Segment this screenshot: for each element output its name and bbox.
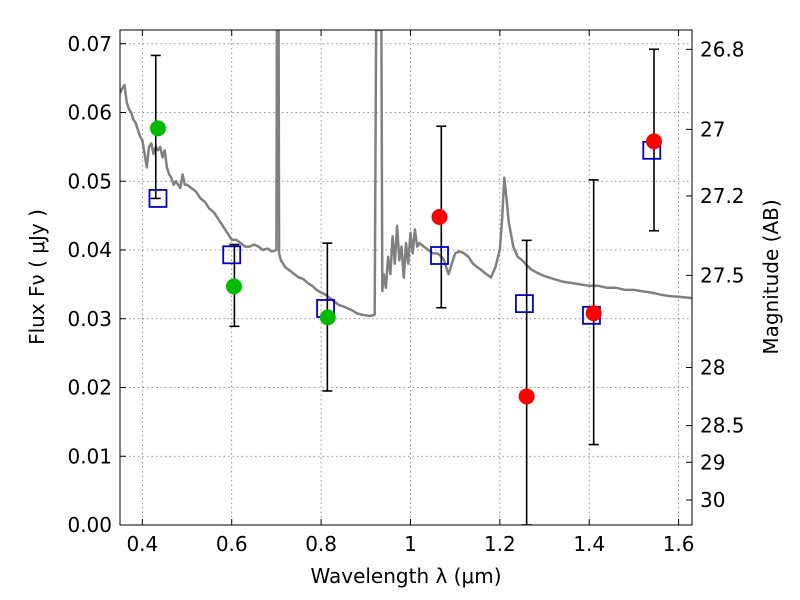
y2-tick-label: 26.8	[700, 37, 745, 61]
y-tick-label: 0.07	[67, 32, 112, 56]
y-tick-label: 0.06	[67, 101, 112, 125]
y2-tick-label: 29	[700, 450, 725, 474]
y2-tick-label: 27	[700, 117, 725, 141]
x-tick-label: 1	[404, 532, 417, 556]
plot-background	[120, 30, 692, 525]
y-tick-label: 0.05	[67, 169, 112, 193]
x-tick-label: 0.6	[216, 532, 248, 556]
y2-tick-label: 27.5	[700, 263, 745, 287]
grid-lines	[120, 30, 692, 526]
observed-flux-point	[225, 278, 242, 295]
x-tick-label: 1.4	[573, 532, 605, 556]
observed-flux-point	[149, 120, 166, 137]
observed-flux-point	[585, 305, 602, 322]
x-tick-label: 1.2	[484, 532, 516, 556]
observed-flux-point	[518, 388, 535, 405]
x-tick-label: 0.8	[305, 532, 337, 556]
x-tick-label: 1.6	[663, 532, 695, 556]
x-tick-label: 0.4	[126, 532, 158, 556]
y-tick-label: 0.02	[67, 376, 112, 400]
plot-frame	[119, 29, 693, 526]
observed-flux-point	[319, 309, 336, 326]
y2-tick-label: 28	[700, 355, 725, 379]
data-layer	[120, 30, 692, 525]
tick-marks: 0.4 0.6 0.8 1 1.2 1.4 1.6 0.00 0.01 0.02 0.03 0.04 0…	[67, 30, 745, 556]
y-tick-label: 0.00	[67, 513, 112, 537]
y2-tick-label: 30	[700, 488, 725, 512]
x-axis-label: Wavelength λ (μm)	[310, 564, 501, 588]
model-spectrum-line	[120, 30, 692, 318]
model-flux-square	[222, 245, 242, 265]
y-tick-label: 0.01	[67, 444, 112, 468]
y2-tick-label: 27.2	[700, 184, 745, 208]
y-axis-label: Flux Fν ( μJy )	[25, 209, 49, 345]
y-tick-label: 0.04	[67, 238, 112, 262]
y2-axis-label: Magnitude (AB)	[759, 199, 783, 354]
observed-flux-point	[431, 209, 448, 225]
model-flux-square	[430, 246, 449, 265]
model-flux-square	[148, 189, 168, 208]
y-tick-label: 0.03	[67, 307, 112, 331]
observed-flux-point	[646, 133, 663, 150]
model-flux-square	[515, 294, 534, 314]
y2-tick-label: 28.5	[700, 414, 745, 438]
